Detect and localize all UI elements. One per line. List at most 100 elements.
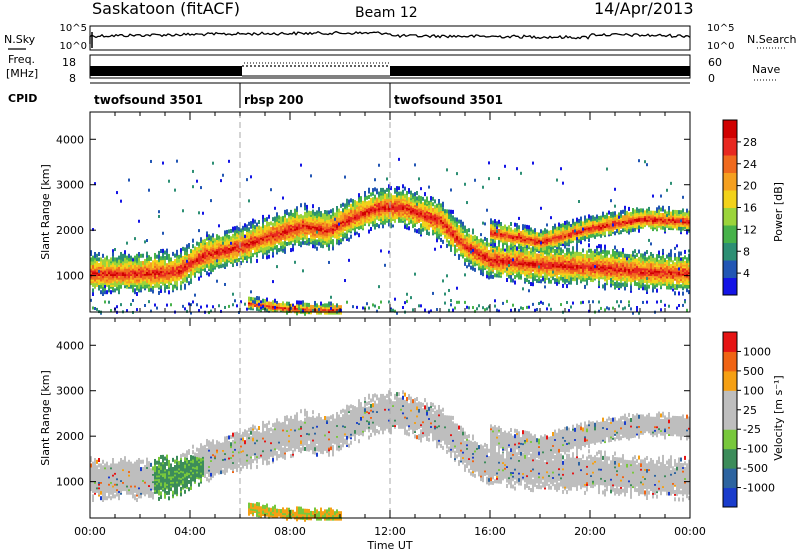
power-cell — [108, 288, 110, 293]
power-cell — [132, 299, 134, 303]
power-cell — [422, 227, 424, 232]
power-cell — [194, 271, 196, 276]
power-cell — [286, 209, 288, 214]
power-cell — [226, 233, 228, 238]
power-cell — [544, 285, 546, 289]
power-cell — [516, 246, 518, 251]
power-cell — [228, 229, 230, 234]
power-cell — [200, 237, 202, 242]
power-cell — [506, 278, 508, 282]
power-cell — [502, 226, 504, 230]
power-cell — [126, 309, 128, 313]
power-cell — [374, 220, 376, 225]
power-cell — [236, 304, 238, 308]
power-cell — [546, 229, 548, 234]
power-cell — [580, 252, 582, 256]
power-cell — [420, 223, 422, 228]
power-cell — [110, 309, 112, 313]
power-cell — [324, 210, 326, 214]
power-cell — [472, 248, 474, 252]
power-cell — [296, 211, 298, 216]
power-cell — [220, 179, 222, 183]
power-cell — [552, 254, 554, 259]
power-cell — [580, 240, 582, 245]
power-cell — [458, 225, 460, 229]
power-cell — [442, 279, 444, 283]
power-cell — [92, 288, 94, 293]
power-cell — [378, 285, 380, 289]
power-cell — [526, 232, 528, 237]
power-cell — [536, 278, 538, 283]
power-cell — [534, 308, 536, 312]
power-cell — [318, 305, 320, 310]
power-cell — [438, 199, 440, 203]
power-cell — [98, 252, 100, 256]
power-cell — [530, 282, 532, 286]
power-cell — [548, 303, 550, 307]
power-cell — [432, 196, 434, 201]
power-cell — [504, 252, 506, 257]
power-cell — [554, 249, 556, 253]
power-cell — [252, 300, 254, 304]
power-cell — [336, 206, 338, 210]
power-cell — [484, 242, 486, 247]
power-cell — [380, 187, 382, 192]
power-cell — [378, 306, 380, 310]
power-cell — [538, 253, 540, 258]
power-cell — [338, 241, 340, 246]
power-cell — [130, 264, 132, 269]
power-cell — [106, 261, 108, 266]
power-cell — [288, 212, 290, 217]
power-cell — [104, 285, 106, 289]
power-cell — [254, 297, 256, 302]
power-cell — [470, 260, 472, 265]
power-cell — [130, 302, 132, 306]
power-cell — [532, 282, 534, 287]
power-cell — [514, 275, 516, 280]
power-cell — [566, 300, 568, 304]
power-cell — [352, 199, 354, 204]
power-cell — [478, 304, 480, 308]
power-cell — [352, 305, 354, 309]
power-cell — [522, 224, 524, 229]
power-cell — [206, 231, 208, 235]
power-cell — [526, 270, 528, 275]
power-cell — [220, 309, 222, 313]
power-cell — [264, 225, 266, 230]
power-cell — [280, 216, 282, 221]
power-cell — [268, 214, 270, 219]
power-cell — [330, 295, 332, 299]
power-cell — [486, 307, 488, 311]
power-cell — [284, 303, 286, 308]
power-cell — [316, 230, 318, 234]
power-cell — [160, 256, 162, 261]
power-cell — [320, 307, 322, 311]
power-cell — [92, 264, 94, 269]
power-cell — [492, 249, 494, 253]
power-cell — [342, 202, 344, 207]
power-cell — [492, 220, 494, 225]
power-cell — [296, 304, 298, 309]
power-cell — [162, 252, 164, 257]
power-cell — [256, 251, 258, 256]
power-cell — [152, 285, 154, 290]
power-cell — [356, 231, 358, 235]
power-cell — [450, 247, 452, 252]
power-cell — [112, 257, 114, 262]
power-cell — [134, 255, 136, 260]
power-cell — [494, 273, 496, 278]
power-cell — [564, 224, 566, 229]
power-cell — [454, 222, 456, 227]
power-cell — [290, 303, 292, 308]
power-cell — [150, 159, 152, 163]
power-cell — [448, 308, 450, 312]
power-cell — [580, 301, 582, 305]
power-cell — [176, 159, 178, 163]
power-cell — [374, 187, 376, 192]
power-cell — [294, 260, 296, 264]
power-cell — [556, 249, 558, 254]
power-cell — [296, 300, 298, 305]
power-cell — [342, 209, 344, 213]
power-cell — [354, 232, 356, 236]
power-cell — [198, 242, 200, 247]
